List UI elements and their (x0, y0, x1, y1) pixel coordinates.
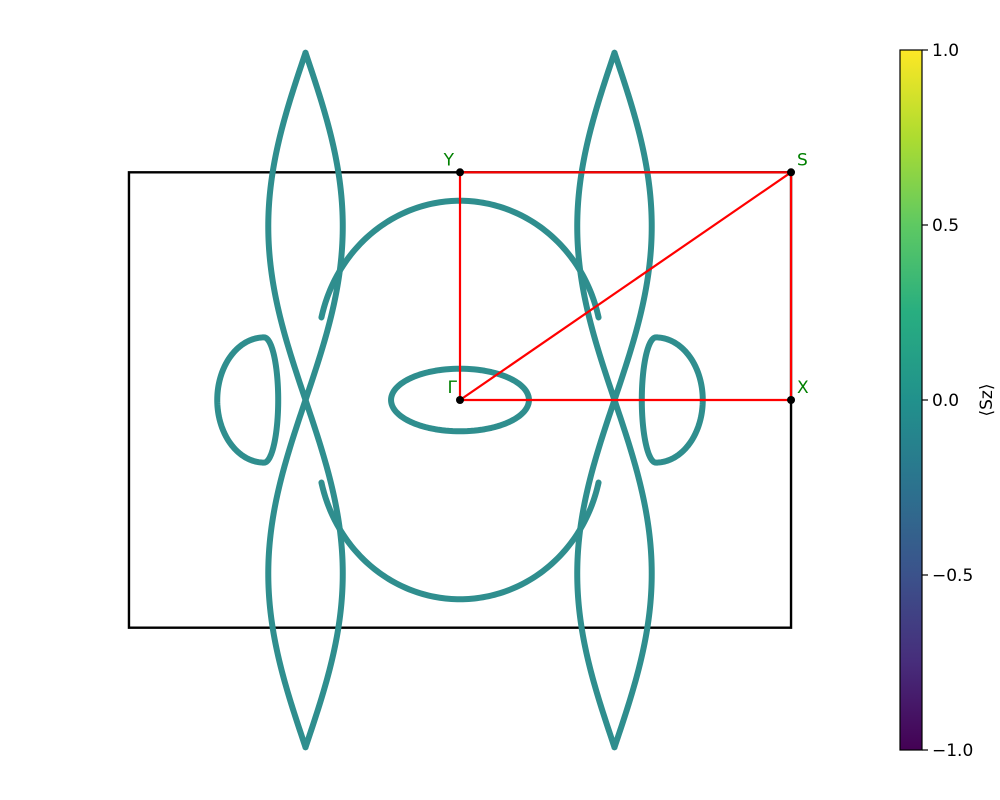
symmetry-point-marker (456, 168, 464, 176)
symmetry-point-marker (787, 396, 795, 404)
colorbar-axis-label: ⟨Sz⟩ (977, 384, 997, 417)
colorbar-gradient (900, 50, 922, 750)
colorbar-tick-label: −0.5 (932, 566, 973, 586)
colorbar-tick-label: −1.0 (932, 741, 973, 761)
symmetry-point-label: Γ (448, 378, 458, 398)
symmetry-point-label: X (797, 378, 809, 398)
symmetry-point-marker (787, 168, 795, 176)
figure-container: Γ X S Y −1.0 −0.5 0.0 0.5 1.0 ⟨Sz⟩ (0, 0, 1000, 800)
symmetry-point-marker (456, 396, 464, 404)
symmetry-point-label: Y (443, 150, 455, 170)
fermi-large-lobe (321, 483, 598, 600)
colorbar-tick-label: 0.5 (932, 216, 959, 236)
figure-svg: Γ X S Y −1.0 −0.5 0.0 0.5 1.0 ⟨Sz⟩ (0, 0, 1000, 800)
symmetry-point-label: S (797, 150, 808, 170)
colorbar-tick-label: 1.0 (932, 41, 959, 61)
fermi-side-pocket (217, 337, 278, 462)
colorbar-tick-label: 0.0 (932, 391, 959, 411)
